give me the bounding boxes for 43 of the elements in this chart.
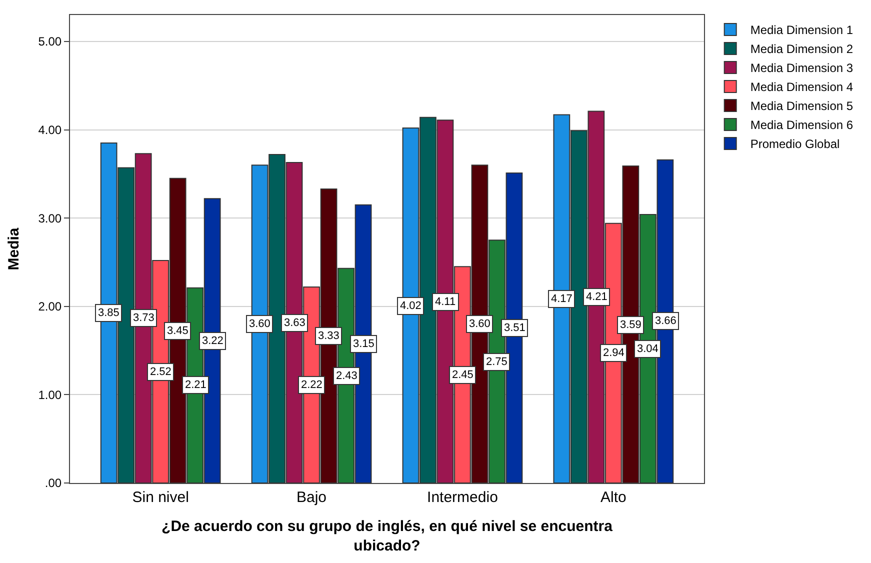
data-label: 3.04 [637, 343, 658, 355]
data-label: 2.52 [150, 366, 172, 378]
data-label: 2.43 [336, 370, 358, 382]
data-label: 3.22 [202, 335, 224, 347]
y-tick-label: 3.00 [38, 211, 62, 226]
data-label: 3.63 [284, 317, 306, 329]
y-tick-label: 5.00 [38, 34, 62, 49]
legend-label: Media Dimension 2 [750, 42, 854, 56]
data-label: 3.45 [167, 325, 188, 337]
y-tick-label: 2.00 [38, 300, 62, 314]
data-label: 4.02 [400, 300, 422, 312]
y-tick-label: .00 [44, 476, 62, 490]
data-label: 2.45 [452, 369, 474, 381]
data-label: 4.17 [551, 293, 572, 305]
data-label: 2.94 [603, 347, 624, 359]
data-label: 4.21 [586, 291, 608, 303]
y-tick-label: 4.00 [38, 122, 62, 137]
legend-label: Media Dimension 3 [750, 61, 854, 76]
data-label: 2.75 [486, 356, 508, 368]
y-tick-label: 1.00 [38, 388, 62, 402]
data-label: 3.59 [620, 319, 642, 331]
data-label: 3.15 [353, 338, 374, 350]
data-label: 3.60 [249, 318, 270, 330]
data-label: 3.33 [318, 330, 340, 342]
legend-label: Promedio Global [750, 137, 840, 152]
data-label: 3.60 [469, 318, 490, 330]
x-tick-label: Sin nivel [132, 489, 189, 506]
legend-label: Media Dimension 4 [750, 80, 854, 94]
data-label: 3.73 [133, 312, 154, 324]
data-label: 4.11 [435, 296, 456, 308]
data-label: 3.51 [504, 322, 526, 334]
legend-label: Media Dimension 6 [750, 118, 854, 132]
y-axis-title: Media [5, 227, 22, 270]
data-label: 3.85 [98, 307, 120, 319]
legend-label: Media Dimension 5 [750, 99, 854, 114]
x-tick-label: Bajo [296, 489, 327, 506]
data-label: 2.21 [185, 379, 206, 391]
data-label: 3.66 [655, 315, 676, 327]
x-axis-title: ¿De acuerdo con su grupo de inglés, en qué nivel se encuentra ubicado? [162, 518, 614, 554]
data-label: 2.22 [301, 379, 322, 391]
x-tick-label: Intermedio [427, 489, 498, 506]
legend-label: Media Dimension 1 [750, 23, 854, 38]
x-tick-label: Alto [600, 489, 626, 506]
